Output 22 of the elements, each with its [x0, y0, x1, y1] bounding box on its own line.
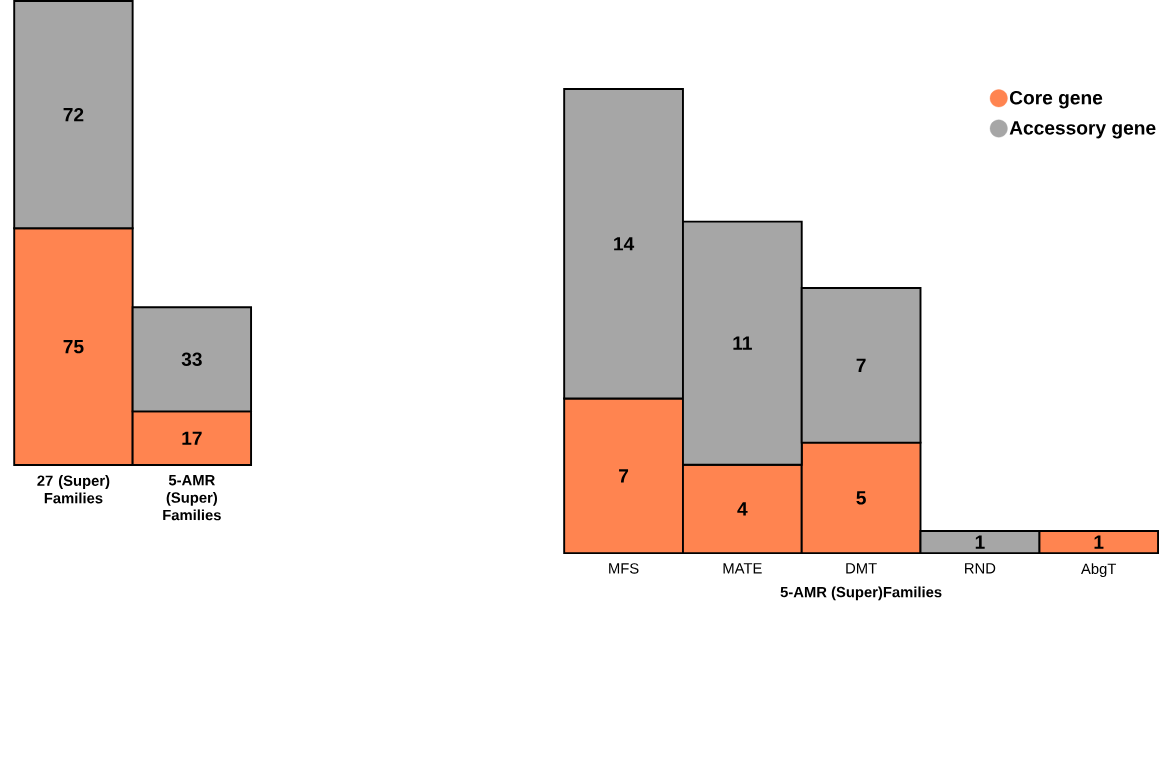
legend-label: Core gene	[1009, 91, 1103, 109]
data-label: 11	[733, 336, 752, 350]
x-tick-label: DMT	[846, 563, 877, 574]
data-label: 5	[856, 491, 866, 505]
data-label: 4	[737, 502, 748, 516]
x-tick-label: RND	[965, 563, 996, 574]
data-label: 33	[181, 352, 202, 367]
data-label: 1	[975, 535, 985, 549]
x-tick-label: MFS	[609, 563, 639, 574]
x-tick-label: 5-AMR (Super) Families	[163, 475, 221, 521]
data-label: 72	[63, 108, 84, 122]
data-label: 7	[856, 358, 866, 373]
x-tick-label: MATE	[723, 563, 762, 574]
data-label: 75	[63, 340, 84, 354]
data-label: 14	[614, 237, 635, 251]
data-label: 17	[182, 431, 202, 445]
x-axis-title: 5-AMR (Super)Families	[780, 586, 942, 601]
x-tick-label: AbgT	[1081, 563, 1117, 578]
data-label: 7	[619, 469, 629, 483]
x-tick-label: 27 (Super) Families	[37, 475, 110, 504]
data-label: 1	[1094, 535, 1104, 549]
legend-label: Accessory gene	[1009, 121, 1156, 139]
